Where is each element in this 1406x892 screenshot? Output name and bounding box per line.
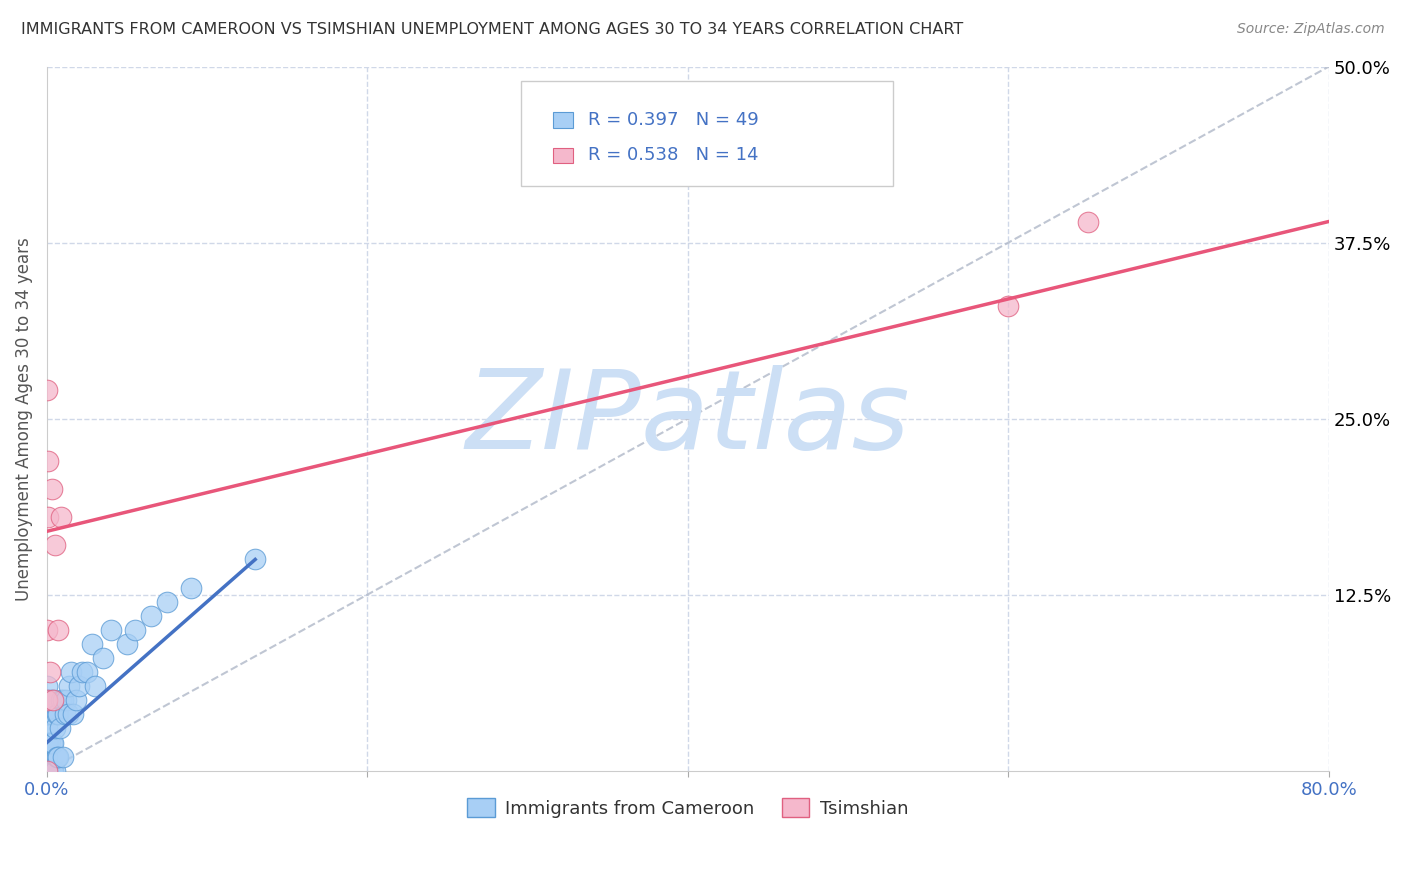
Legend: Immigrants from Cameroon, Tsimshian: Immigrants from Cameroon, Tsimshian — [460, 791, 915, 825]
Point — [41, 764, 63, 778]
Point — [35, 623, 58, 637]
Point — [80, 637, 103, 651]
Point — [51, 510, 73, 524]
Point — [35, 693, 58, 707]
Point — [41, 482, 63, 496]
Point — [39, 735, 62, 749]
Point — [39, 764, 62, 778]
Point — [70, 665, 93, 679]
Point — [44, 538, 66, 552]
Point — [35, 693, 58, 707]
Point — [52, 749, 75, 764]
Point — [76, 665, 98, 679]
Point — [124, 623, 146, 637]
Point — [58, 679, 80, 693]
Point — [46, 749, 69, 764]
Point — [45, 707, 67, 722]
Point — [55, 693, 77, 707]
Point — [41, 707, 63, 722]
Point — [45, 749, 67, 764]
Point — [35, 722, 58, 736]
Point — [100, 623, 122, 637]
Point — [42, 693, 65, 707]
Point — [65, 693, 87, 707]
Text: ZIPatlas: ZIPatlas — [465, 365, 910, 472]
Point — [35, 764, 58, 778]
Point — [1077, 214, 1099, 228]
Point — [115, 637, 138, 651]
Point — [35, 707, 58, 722]
FancyBboxPatch shape — [553, 112, 574, 128]
Text: R = 0.538   N = 14: R = 0.538 N = 14 — [588, 146, 759, 164]
Point — [51, 693, 73, 707]
Point — [35, 384, 58, 398]
Point — [52, 693, 75, 707]
Point — [39, 693, 62, 707]
Point — [35, 764, 58, 778]
Point — [156, 595, 179, 609]
Y-axis label: Unemployment Among Ages 30 to 34 years: Unemployment Among Ages 30 to 34 years — [15, 236, 32, 600]
Point — [35, 679, 58, 693]
Point — [46, 623, 69, 637]
Point — [35, 735, 58, 749]
Text: R = 0.397   N = 49: R = 0.397 N = 49 — [588, 112, 759, 129]
Point — [44, 722, 66, 736]
Point — [37, 510, 59, 524]
Point — [42, 693, 65, 707]
Point — [44, 764, 66, 778]
Point — [56, 707, 79, 722]
Point — [91, 651, 114, 665]
Point — [41, 735, 63, 749]
Point — [67, 679, 90, 693]
Text: IMMIGRANTS FROM CAMEROON VS TSIMSHIAN UNEMPLOYMENT AMONG AGES 30 TO 34 YEARS COR: IMMIGRANTS FROM CAMEROON VS TSIMSHIAN UN… — [21, 22, 963, 37]
Point — [37, 707, 59, 722]
Point — [42, 735, 65, 749]
Point — [37, 764, 59, 778]
FancyBboxPatch shape — [522, 80, 893, 186]
Point — [37, 454, 59, 468]
Point — [245, 552, 267, 566]
Point — [139, 608, 162, 623]
Text: Source: ZipAtlas.com: Source: ZipAtlas.com — [1237, 22, 1385, 37]
FancyBboxPatch shape — [553, 147, 574, 163]
Point — [84, 679, 107, 693]
Point — [48, 722, 70, 736]
Point — [62, 707, 84, 722]
Point — [53, 707, 76, 722]
Point — [59, 665, 82, 679]
Point — [42, 764, 65, 778]
Point — [46, 707, 69, 722]
Point — [39, 665, 62, 679]
Point — [997, 299, 1019, 313]
Point — [35, 749, 58, 764]
Point — [180, 581, 202, 595]
Point — [37, 735, 59, 749]
